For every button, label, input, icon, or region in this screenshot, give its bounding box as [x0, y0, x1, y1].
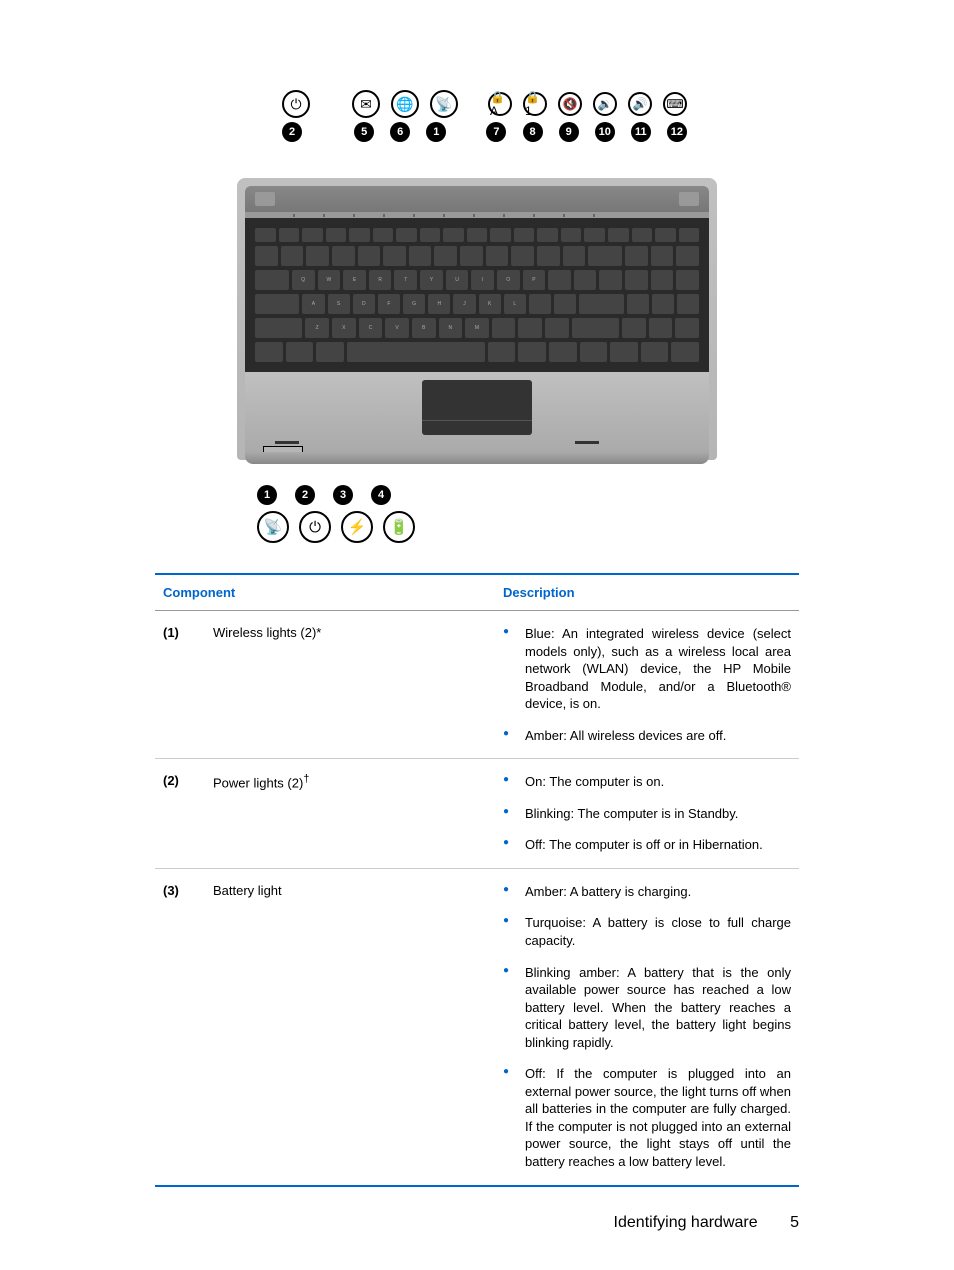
- callout-11: 11: [631, 122, 651, 142]
- keyboard: QWERTYUIOP ASDFGHJKL ZXCVBNM: [245, 218, 709, 372]
- row-component: Wireless lights (2)*: [205, 611, 495, 759]
- footer-page: 5: [790, 1214, 799, 1231]
- callout-6: 6: [390, 122, 410, 142]
- row-number: (3): [155, 868, 205, 1185]
- charge-front-icon: ⚡: [341, 511, 373, 543]
- callout-b2: 2: [295, 485, 315, 505]
- callout-10: 10: [595, 122, 615, 142]
- top-icon-row: ⏻ ✉ 🌐 📡 🔒A 🔒1 🔇 🔉 🔊 ⌨: [237, 90, 717, 118]
- component-table: Component Description (1)Wireless lights…: [155, 573, 799, 1187]
- desc-item: Off: The computer is off or in Hibernati…: [503, 836, 791, 854]
- mail-icon: ✉: [352, 90, 380, 118]
- row-description: On: The computer is on. Blinking: The com…: [495, 759, 799, 869]
- touchpad: [422, 380, 532, 435]
- table-row: (2)Power lights (2)†On: The computer is …: [155, 759, 799, 869]
- desc-item: Turquoise: A battery is close to full ch…: [503, 914, 791, 949]
- desc-item: Blinking amber: A battery that is the on…: [503, 964, 791, 1052]
- laptop-diagram: ⏻ ✉ 🌐 📡 🔒A 🔒1 🔇 🔉 🔊 ⌨ 2 5 6 1 7 8 9 10 1…: [237, 90, 717, 543]
- wireless-icon: 📡: [430, 90, 458, 118]
- wireless-front-icon: 📡: [257, 511, 289, 543]
- callout-7: 7: [486, 122, 506, 142]
- row-description: Blue: An integrated wireless device (sel…: [495, 611, 799, 759]
- bottom-callouts: 1 2 3 4 📡 ⏻ ⚡ 🔋: [237, 485, 717, 543]
- battery-front-icon: 🔋: [383, 511, 415, 543]
- laptop-body: QWERTYUIOP ASDFGHJKL ZXCVBNM: [237, 178, 717, 460]
- top-number-row: 2 5 6 1 7 8 9 10 11 12: [237, 122, 717, 142]
- table-row: (3)Battery lightAmber: A battery is char…: [155, 868, 799, 1185]
- mute-icon: 🔇: [558, 92, 582, 116]
- callout-5: 5: [354, 122, 374, 142]
- page-footer: Identifying hardware 5: [614, 1214, 799, 1232]
- numlock-icon: 🔒1: [523, 92, 547, 116]
- power-front-icon: ⏻: [299, 511, 331, 543]
- callout-1: 1: [426, 122, 446, 142]
- row-description: Amber: A battery is charging. Turquoise: …: [495, 868, 799, 1185]
- calc-icon: ⌨: [663, 92, 687, 116]
- desc-item: Blue: An integrated wireless device (sel…: [503, 625, 791, 713]
- row-number: (1): [155, 611, 205, 759]
- desc-item: Off: If the computer is plugged into an …: [503, 1065, 791, 1170]
- voldown-icon: 🔉: [593, 92, 617, 116]
- col-component: Component: [155, 574, 495, 611]
- callout-b3: 3: [333, 485, 353, 505]
- callout-b4: 4: [371, 485, 391, 505]
- desc-item: Amber: A battery is charging.: [503, 883, 791, 901]
- row-component: Battery light: [205, 868, 495, 1185]
- callout-2: 2: [282, 122, 302, 142]
- callout-b1: 1: [257, 485, 277, 505]
- callout-12: 12: [667, 122, 687, 142]
- table-row: (1)Wireless lights (2)*Blue: An integrat…: [155, 611, 799, 759]
- globe-icon: 🌐: [391, 90, 419, 118]
- power-icon: ⏻: [282, 90, 310, 118]
- capslock-icon: 🔒A: [488, 92, 512, 116]
- footer-section: Identifying hardware: [614, 1214, 758, 1231]
- col-description: Description: [495, 574, 799, 611]
- row-number: (2): [155, 759, 205, 869]
- desc-item: Amber: All wireless devices are off.: [503, 727, 791, 745]
- callout-9: 9: [559, 122, 579, 142]
- row-component: Power lights (2)†: [205, 759, 495, 869]
- desc-item: Blinking: The computer is in Standby.: [503, 805, 791, 823]
- callout-8: 8: [523, 122, 543, 142]
- desc-item: On: The computer is on.: [503, 773, 791, 791]
- palmrest: [245, 372, 709, 452]
- volup-icon: 🔊: [628, 92, 652, 116]
